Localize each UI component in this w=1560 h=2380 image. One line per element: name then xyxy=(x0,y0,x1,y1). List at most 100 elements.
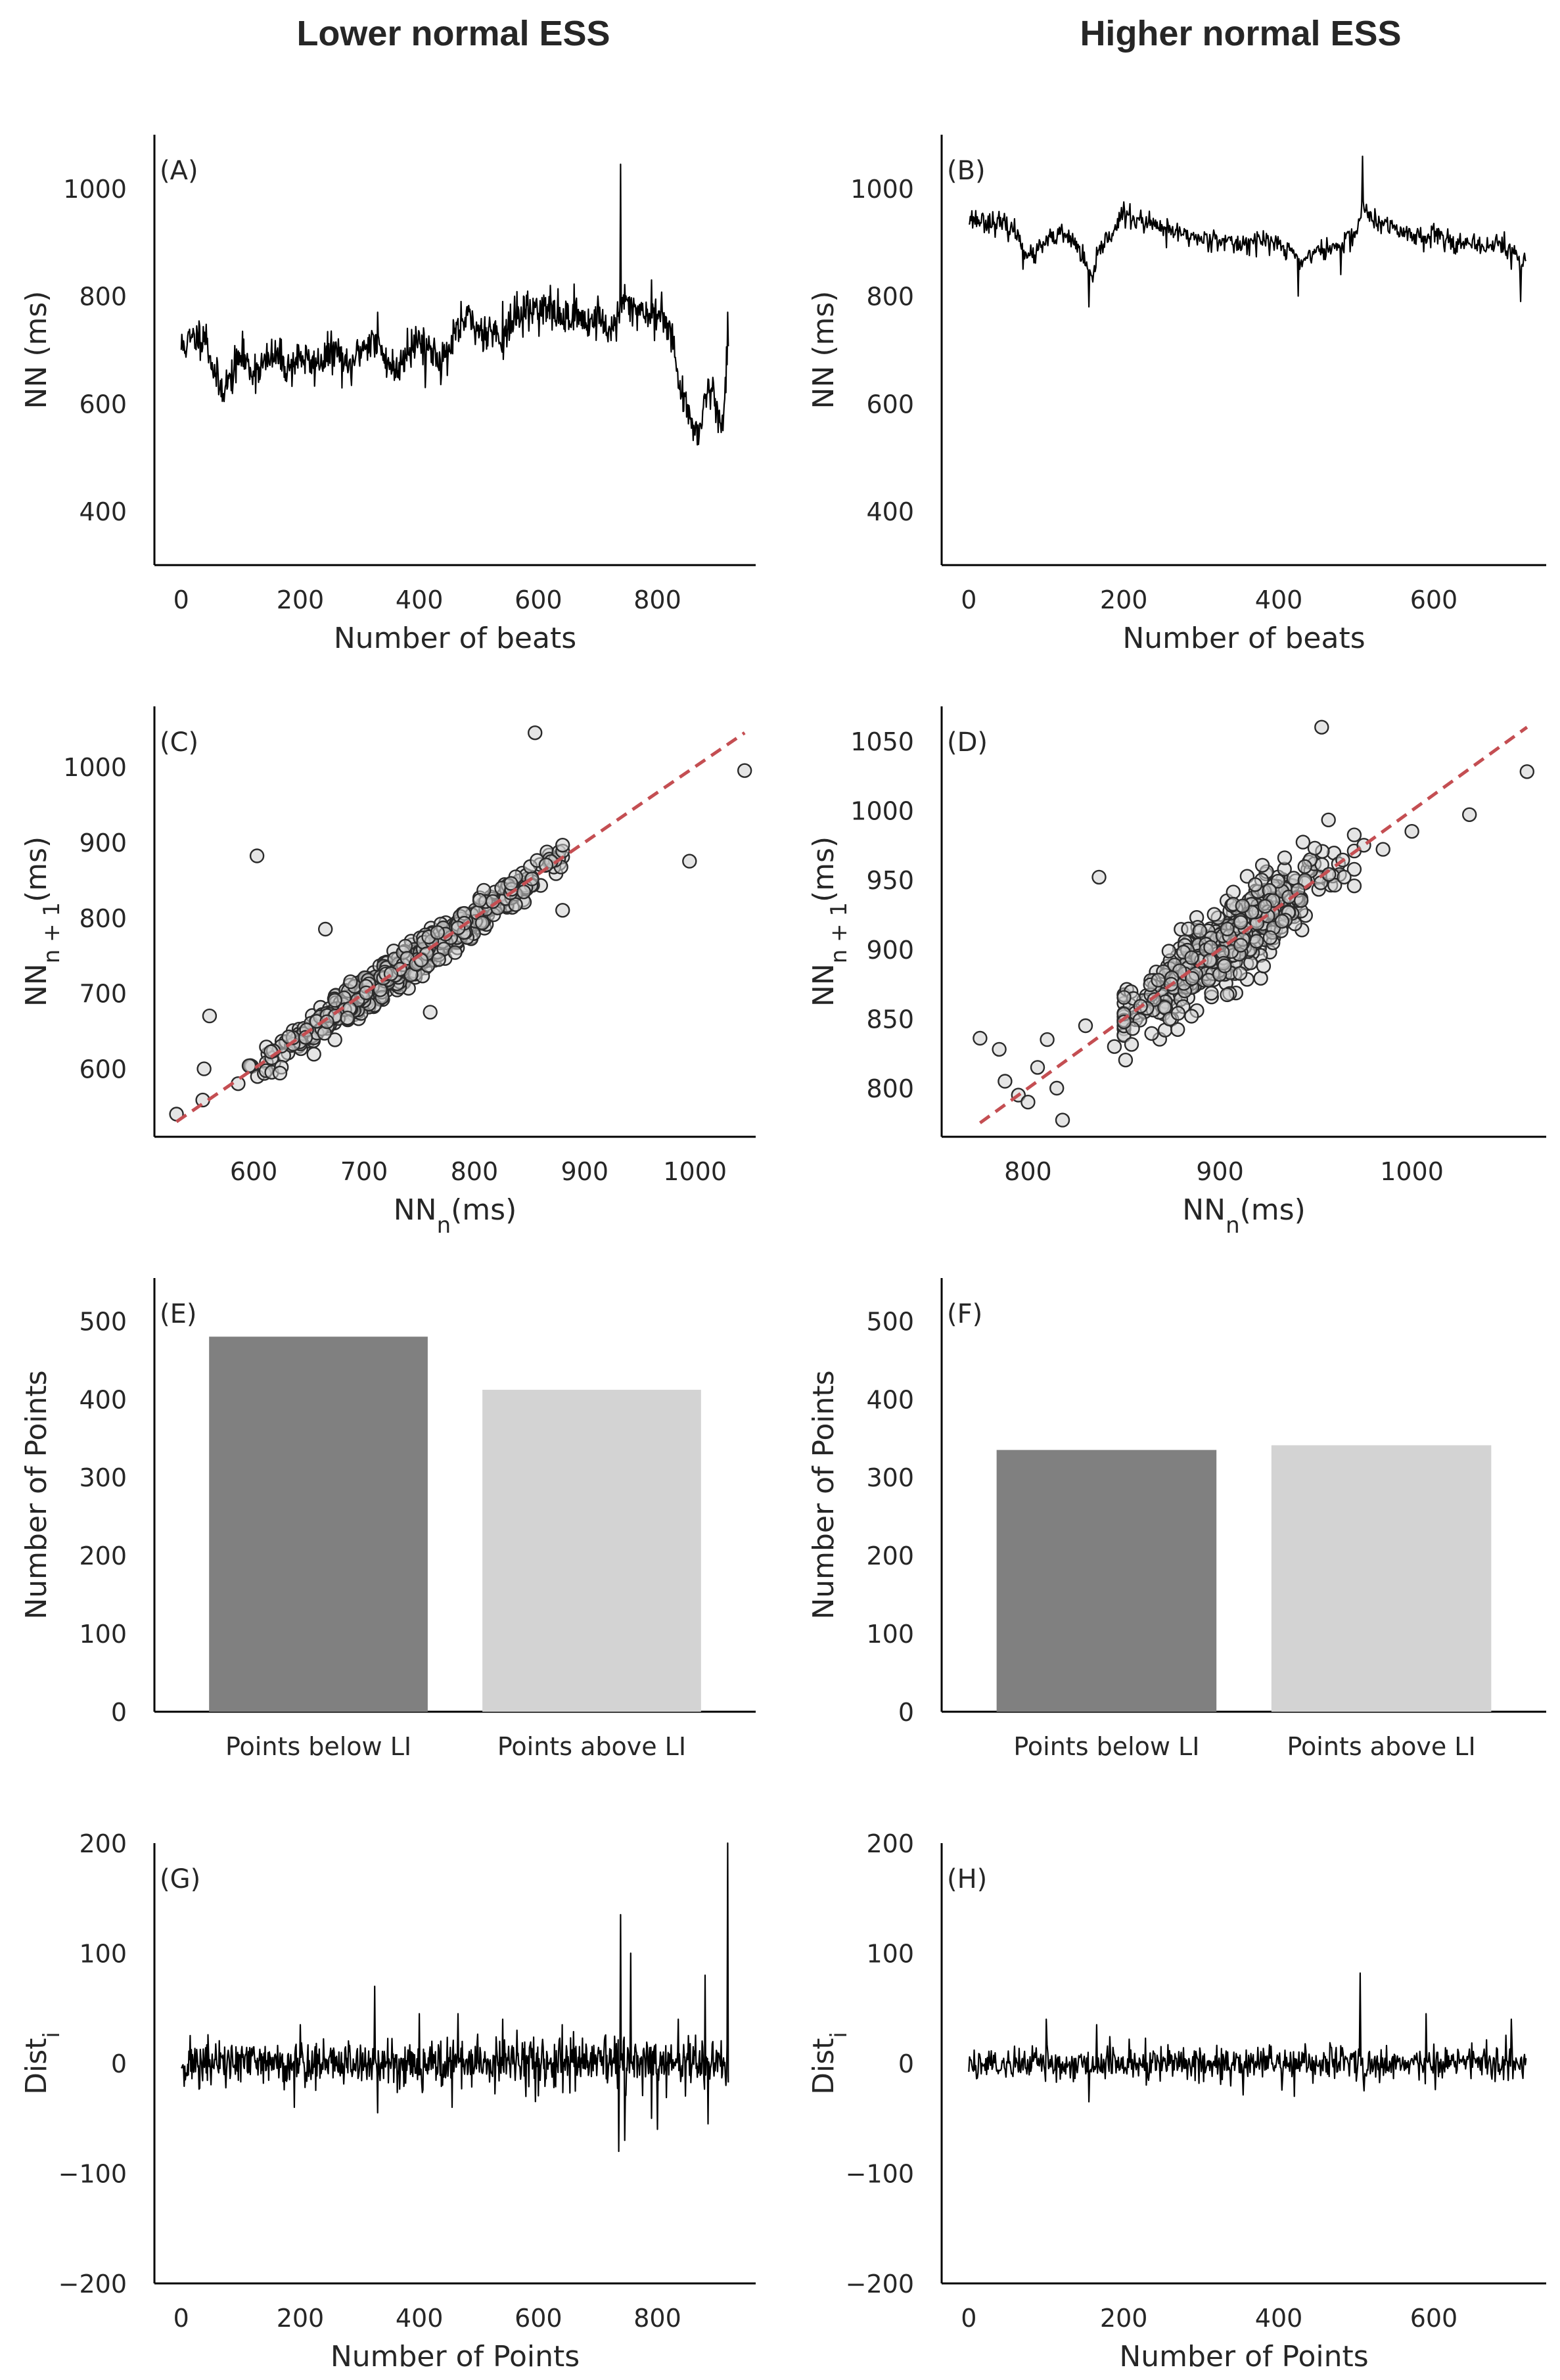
panel-b: 400 600 800 1000 0 200 400 600 Number of beats NN… xyxy=(807,135,1546,655)
y-tick-label: 600 xyxy=(79,390,127,419)
scatter-point xyxy=(1107,1039,1122,1054)
scatter-point xyxy=(1217,958,1232,974)
scatter-point xyxy=(1314,720,1329,735)
y-axis-label: Number of Points xyxy=(807,1370,840,1619)
panel-label: (F) xyxy=(947,1299,982,1329)
scatter-point xyxy=(1184,950,1199,965)
x-tick-label: 600 xyxy=(230,1157,278,1186)
bar-above-li xyxy=(482,1390,701,1712)
y-tick-label: 100 xyxy=(866,1620,914,1649)
scatter-point xyxy=(973,1030,988,1046)
scatter-point xyxy=(1055,1112,1070,1128)
scatter-point xyxy=(682,854,697,869)
scatter-point xyxy=(1192,923,1208,938)
y-tick-label: 800 xyxy=(866,283,914,311)
x-tick-label: 0 xyxy=(173,2304,189,2333)
scatter-point xyxy=(1249,934,1264,949)
scatter-point xyxy=(272,1065,288,1081)
scatter-point xyxy=(343,974,358,990)
scatter-point xyxy=(195,1092,210,1108)
scatter-point xyxy=(555,837,570,853)
scatter-point xyxy=(202,1008,218,1024)
y-tick-label: 300 xyxy=(866,1463,914,1492)
scatter-point xyxy=(1233,938,1249,953)
scatter-point xyxy=(318,921,333,937)
scatter-point xyxy=(1235,898,1250,913)
x-axis-label: Number of Points xyxy=(331,2340,580,2373)
y-axis-label: NNn + 1(ms) xyxy=(807,836,852,1007)
x-tick-label: Points below LI xyxy=(1013,1732,1199,1761)
x-tick-label: 800 xyxy=(451,1157,499,1186)
scatter-point xyxy=(1461,807,1477,823)
y-tick-label: 800 xyxy=(866,1074,914,1103)
scatter-point xyxy=(241,1058,257,1074)
x-tick-label: 900 xyxy=(561,1157,609,1186)
y-tick-label: 950 xyxy=(866,866,914,895)
y-tick-label: 1000 xyxy=(850,175,914,204)
y-tick-label: −100 xyxy=(846,2160,914,2189)
x-axis-label: Number of Points xyxy=(1119,2340,1368,2373)
scatter-point xyxy=(306,1047,321,1062)
scatter-point xyxy=(1256,958,1272,974)
scatter-point xyxy=(1337,869,1352,885)
scatter-point xyxy=(1247,877,1263,892)
x-tick-label: 0 xyxy=(961,2304,976,2333)
y-axis-label: Disti xyxy=(20,2032,65,2095)
panel-f: 0 100 200 300 400 500 Points below LI Points ab… xyxy=(807,1278,1546,1761)
x-tick-label: Points above LI xyxy=(1287,1732,1475,1761)
y-tick-label: 500 xyxy=(79,1307,127,1336)
scatter-point xyxy=(1293,893,1309,908)
scatter-point xyxy=(1204,986,1219,1001)
scatter-point xyxy=(1183,1009,1199,1024)
series-line xyxy=(181,1842,729,2153)
x-tick-label: 900 xyxy=(1196,1157,1244,1186)
bar-below-li xyxy=(209,1337,428,1712)
scatter-point xyxy=(472,892,488,908)
scatter-point xyxy=(340,1010,355,1026)
scatter-point xyxy=(1232,966,1248,981)
x-tick-label: 600 xyxy=(1410,2304,1458,2333)
scatter-point xyxy=(1184,971,1200,986)
x-tick-label: 0 xyxy=(961,585,976,614)
scatter-point xyxy=(1346,827,1362,842)
identity-line xyxy=(175,731,746,1124)
column-title-right: Higher normal ESS xyxy=(1080,14,1402,53)
y-tick-label: 1000 xyxy=(63,753,127,782)
scatter-point xyxy=(528,725,543,741)
scatter-point xyxy=(327,993,342,1008)
scatter-point xyxy=(1404,823,1419,839)
panel-label: (B) xyxy=(947,156,986,186)
scatter-point xyxy=(1170,1005,1186,1021)
y-axis-label: Disti xyxy=(807,2032,852,2095)
panel-label: (A) xyxy=(160,156,198,186)
panel-g: −200 −100 0 100 200 0 200 400 600 800 Number of Po… xyxy=(20,1829,756,2373)
y-axis-label: NN (ms) xyxy=(807,291,840,409)
x-axis-label: NNn(ms) xyxy=(1182,1193,1306,1239)
panel-c: 600 700 800 900 1000 600 700 800 900 1000 NNn(ms) N… xyxy=(20,706,756,1239)
x-tick-label: 1000 xyxy=(1380,1157,1444,1186)
y-tick-label: 0 xyxy=(111,1698,127,1727)
scatter-point xyxy=(1144,1026,1159,1041)
scatter-point xyxy=(249,848,265,863)
y-tick-label: 600 xyxy=(866,390,914,419)
y-tick-label: 400 xyxy=(79,497,127,526)
scatter-point xyxy=(1151,973,1166,988)
scatter-point xyxy=(1270,873,1286,889)
scatter-point xyxy=(1040,1032,1055,1047)
y-tick-label: −200 xyxy=(58,2270,127,2299)
column-title-left: Lower normal ESS xyxy=(296,14,610,53)
scatter-point xyxy=(1206,907,1222,922)
x-tick-label: 400 xyxy=(1255,585,1303,614)
y-tick-label: 200 xyxy=(79,1829,127,1858)
panel-label: (E) xyxy=(160,1299,196,1329)
scatter-point xyxy=(538,858,554,873)
scatter-point xyxy=(1262,930,1278,946)
scatter-point xyxy=(1375,842,1390,857)
x-tick-label: 200 xyxy=(1100,2304,1148,2333)
y-axis-label: NN (ms) xyxy=(20,291,53,409)
scatter-point xyxy=(1254,858,1270,873)
scatter-point xyxy=(1203,940,1218,955)
y-tick-label: 0 xyxy=(111,2049,127,2078)
scatter-point xyxy=(1277,850,1293,865)
y-tick-label: 200 xyxy=(866,1542,914,1570)
